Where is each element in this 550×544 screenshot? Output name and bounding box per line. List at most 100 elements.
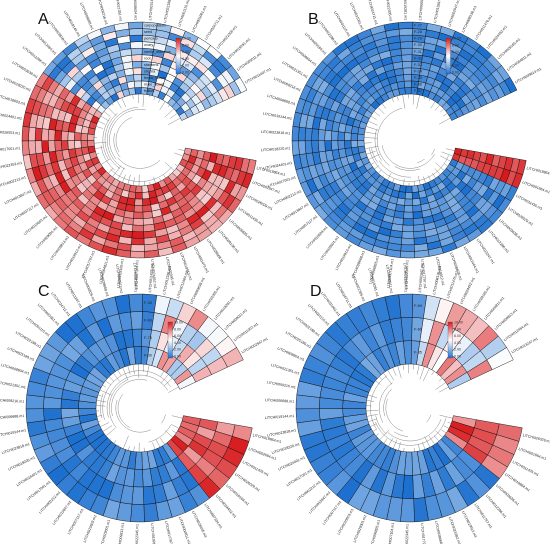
tree-branch (432, 172, 436, 179)
heatmap-cell (403, 205, 414, 213)
heatmap-cell (403, 74, 412, 82)
heatmap-cell (41, 140, 50, 154)
tree-branch (159, 101, 166, 111)
tree-branch (366, 410, 379, 412)
gene-label: LITCHI011007.m1 (233, 322, 259, 342)
heatmap-cell (304, 140, 313, 154)
heatmap-cell (504, 77, 518, 94)
gene-label: LITCHI012464.m1 (176, 270, 189, 299)
gene-label: LITCHI004811.m1 (506, 52, 532, 72)
gene-label: LITCHI022188.m1 (163, 0, 173, 23)
gene-label: LITCHI017001.m1 (0, 146, 20, 152)
heatmap-cell (130, 503, 145, 523)
gene-label: LITCHI026029.m1 (508, 207, 534, 227)
gene-label: LITCHI024711.m1 (366, 0, 378, 25)
gene-label: LITCHI023818.m1 (48, 20, 69, 46)
tree-arc (115, 117, 132, 152)
gene-label: LITCHI011007.m1 (433, 0, 443, 23)
tree-branch (160, 371, 165, 377)
heatmap-cell (80, 132, 89, 141)
heatmap-cell (350, 140, 359, 148)
gene-label: LITCHI013847.m1 (308, 491, 331, 515)
heatmap-cell (131, 486, 145, 505)
tree-branch (402, 364, 405, 370)
gene-label: LITCHI004811.m1 (483, 296, 505, 321)
heatmap-cell (398, 21, 414, 30)
tree-branch (103, 111, 111, 117)
tree-branch (112, 165, 122, 178)
gene-label: LITCHI022305.m1 (202, 285, 221, 312)
gene-label: LITCHI013847.m1 (4, 189, 32, 205)
heatmap-cell (412, 217, 425, 226)
gene-label: LITCHI021351.m1 (281, 61, 308, 80)
tree-branch (416, 364, 420, 375)
gene-label: LITCHI025189.m1 (285, 331, 312, 350)
heatmap-cell (131, 237, 145, 246)
gene-label: LITCHI024711.m1 (204, 14, 223, 41)
track-label: F-60 (414, 327, 422, 331)
gene-label: LITCHI023282.m1 (448, 516, 462, 544)
gene-label: LITCHI021351.m1 (114, 0, 123, 22)
tree-branch (100, 115, 110, 122)
gene-label: LITCHI019169.m1 (225, 484, 250, 507)
gene-label: LITCHI009216.m1 (267, 380, 297, 389)
heatmap-cell (412, 210, 424, 219)
tree-branch (374, 165, 380, 170)
tree-branch (387, 173, 392, 181)
tree-branch (393, 439, 398, 449)
heatmap-cell (54, 140, 63, 152)
gene-label: LITCHI021351.m1 (271, 363, 300, 376)
scale-tick-label: 0.00 (182, 71, 189, 75)
gene-label: LITCHI028165.m1 (472, 285, 491, 312)
tree-branch (434, 104, 440, 111)
tree-branch (397, 365, 402, 379)
tree-arc (100, 145, 116, 171)
gene-label: LITCHI024452.m1 (215, 494, 237, 519)
tree-branch (403, 178, 405, 186)
gene-label: LITCHI017797.m1 (420, 523, 427, 544)
tree-branch (377, 107, 385, 115)
dendrogram (94, 94, 185, 186)
dendrogram (366, 364, 453, 452)
panel-letter: D (310, 283, 322, 300)
tree-branch (435, 430, 443, 438)
heatmap-cell (142, 198, 151, 206)
heatmap-cell (130, 311, 143, 330)
heatmap-cell (411, 191, 420, 200)
heatmap-cell (128, 87, 136, 96)
gene-label: LITCHI003638.m1 (189, 277, 206, 305)
tree-branch (391, 97, 394, 103)
gene-label: LITCHI012464.m1 (463, 246, 480, 274)
heatmap-cell (74, 132, 82, 141)
gene-label: LITCHI009011.m1 (418, 0, 424, 21)
gene-label: LITCHI013847.m1 (52, 500, 73, 526)
tree-branch (434, 435, 440, 442)
heatmap-cell (398, 293, 414, 319)
scale-tick-label: 8.00 (182, 43, 189, 47)
gene-label: LITCHI011797.m1 (473, 503, 493, 529)
gene-label: LITCHI017001.m1 (267, 175, 296, 188)
tree-branch (440, 108, 444, 113)
gene-label: LITCHI009011.m1 (236, 52, 262, 72)
track-label: stamens (144, 63, 158, 67)
gene-label: LITCHI006688.m1 (79, 2, 94, 31)
tree-branch (388, 438, 394, 447)
tree-arc (394, 166, 420, 171)
gene-label: LITCHI002947.m1 (418, 263, 425, 293)
tree-branch (96, 153, 100, 155)
gene-label: LITCHI012464.m1 (503, 322, 529, 342)
gene-label: LITCHI019864.m1 (504, 472, 530, 492)
scale-tick-label: 0.00 (174, 355, 181, 359)
tree-branch (375, 380, 381, 385)
scale-tick-label: 10.00 (174, 321, 183, 325)
track-label: F-75 (144, 336, 152, 340)
track-label: sterile_stamens (144, 50, 171, 54)
heatmap-cell (67, 140, 76, 150)
scale-tick-label: 8.00 (454, 327, 461, 331)
heatmap-cell (61, 130, 69, 141)
tree-branch (128, 446, 130, 451)
heatmap-cell (129, 250, 145, 259)
heatmap-cell (291, 140, 300, 156)
gene-label: LITCHI002212.m1 (0, 175, 27, 188)
tree-arc (109, 109, 146, 160)
